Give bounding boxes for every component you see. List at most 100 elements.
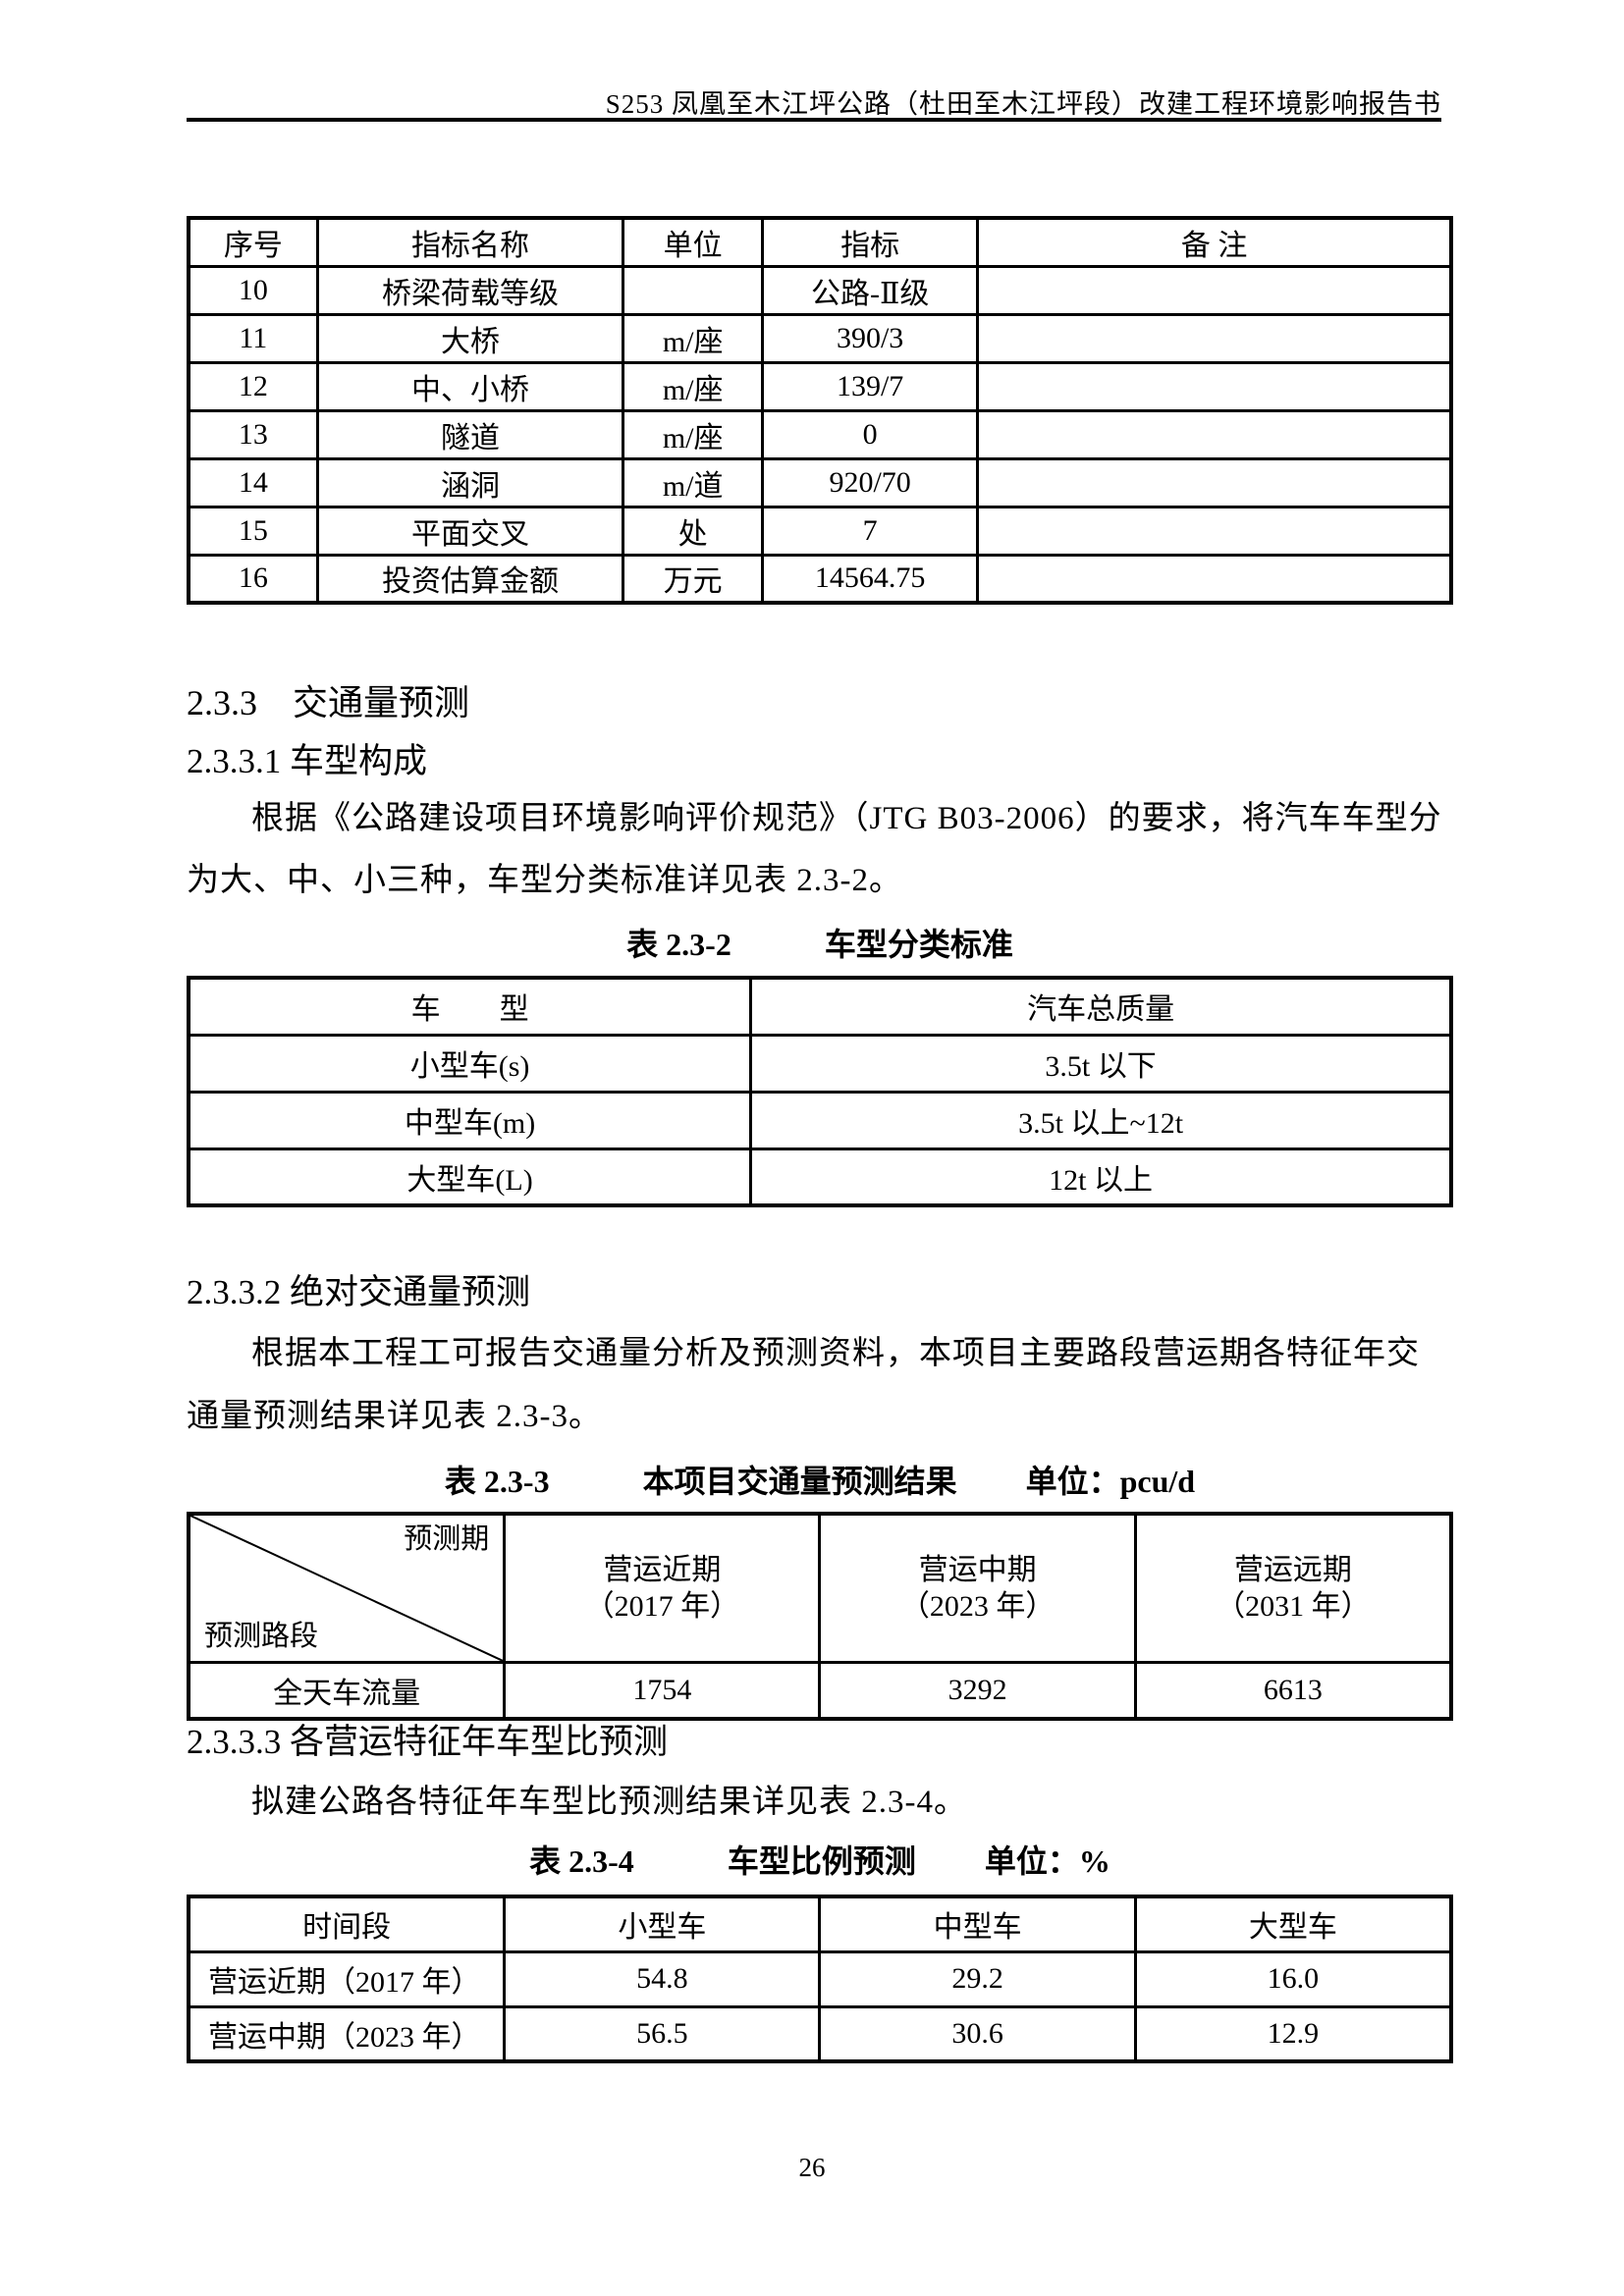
table-cell: 29.2 xyxy=(818,1949,1137,2008)
row-header: 营运中期（2023 年） xyxy=(187,2004,507,2063)
table-cell xyxy=(976,360,1453,412)
table-cell: 0 xyxy=(760,408,980,460)
section-heading-2333: 2.3.3.3 各营运特征年车型比预测 xyxy=(187,1723,669,1761)
table-cell: 公路-Ⅱ级 xyxy=(760,264,980,316)
table-cell: 54.8 xyxy=(503,1949,822,2008)
table-cell xyxy=(622,264,764,316)
table-cell xyxy=(976,505,1453,557)
table-cell: 12 xyxy=(187,360,319,412)
table-cell: 大型车(L) xyxy=(187,1147,753,1207)
vehicle-class-table: 车 型 汽车总质量 小型车(s) 3.5t 以下 中型车(m) 3.5t 以上~… xyxy=(187,976,1453,1207)
table-header-row: 预测期 预测路段 营运近期 （2017 年） 营运中期 （2023 年） 营运远… xyxy=(187,1512,1453,1664)
table-cell xyxy=(976,456,1453,508)
column-header: 指标名称 xyxy=(315,216,625,268)
diagonal-label-top: 预测期 xyxy=(404,1523,490,1555)
table-cell xyxy=(976,408,1453,460)
diagonal-line xyxy=(190,1516,503,1661)
table-cell: 6613 xyxy=(1133,1661,1453,1720)
table-cell xyxy=(976,312,1453,364)
table-cell: 3292 xyxy=(818,1661,1137,1720)
table-cell: 13 xyxy=(187,408,319,460)
table-row: 营运近期（2017 年） 54.8 29.2 16.0 xyxy=(187,1949,1453,2008)
section-heading-233: 2.3.3 交通量预测 xyxy=(187,683,470,722)
table-row: 12 中、小桥 m/座 139/7 xyxy=(187,360,1453,412)
table-cell: 16 xyxy=(187,553,319,605)
table-cell: 中型车(m) xyxy=(187,1090,753,1150)
section-heading-2331: 2.3.3.1 车型构成 xyxy=(187,742,428,780)
table-cell: 处 xyxy=(622,505,764,557)
paragraph-line: 拟建公路各特征年车型比预测结果详见表 2.3-4。 xyxy=(251,1785,967,1820)
table-cell: 3.5t 以下 xyxy=(749,1033,1453,1094)
column-header: 备 注 xyxy=(976,216,1453,268)
table-cell: 万元 xyxy=(622,553,764,605)
paragraph-line: 为大、中、小三种，车型分类标准详见表 2.3-2。 xyxy=(187,863,902,898)
table-cell: 7 xyxy=(760,505,980,557)
table-caption-title: 车型分类标准 xyxy=(824,927,1013,962)
table-row: 10 桥梁荷载等级 公路-Ⅱ级 xyxy=(187,264,1453,316)
column-header: 序号 xyxy=(187,216,319,268)
table-row: 小型车(s) 3.5t 以下 xyxy=(187,1033,1453,1094)
table-caption-title: 本项目交通量预测结果 xyxy=(642,1464,957,1499)
table-row: 中型车(m) 3.5t 以上~12t xyxy=(187,1090,1453,1150)
table-cell: 涵洞 xyxy=(315,456,625,508)
table-cell: 139/7 xyxy=(760,360,980,412)
table-header-row: 序号 指标名称 单位 指标 备 注 xyxy=(187,216,1453,268)
table-row: 15 平面交叉 处 7 xyxy=(187,505,1453,557)
table-row: 13 隧道 m/座 0 xyxy=(187,408,1453,460)
table-row: 全天车流量 1754 3292 6613 xyxy=(187,1661,1453,1720)
vehicle-ratio-table: 时间段 小型车 中型车 大型车 营运近期（2017 年） 54.8 29.2 1… xyxy=(187,1895,1453,2063)
table-header-row: 时间段 小型车 中型车 大型车 xyxy=(187,1895,1453,1953)
paragraph-line: 根据本工程工可报告交通量分析及预测资料，本项目主要路段营运期各特征年交 xyxy=(251,1336,1420,1371)
column-header: 指标 xyxy=(760,216,980,268)
table-cell: 56.5 xyxy=(503,2004,822,2063)
table-header-row: 车 型 汽车总质量 xyxy=(187,976,1453,1037)
table-caption-label: 表 2.3-2 xyxy=(626,927,731,962)
table-cell: 3.5t 以上~12t xyxy=(749,1090,1453,1150)
table-cell: m/座 xyxy=(622,312,764,364)
table-cell xyxy=(976,264,1453,316)
column-header: 车 型 xyxy=(187,976,753,1037)
table-cell: 1754 xyxy=(503,1661,822,1720)
table-cell: 大桥 xyxy=(315,312,625,364)
table-cell: 15 xyxy=(187,505,319,557)
table-row: 11 大桥 m/座 390/3 xyxy=(187,312,1453,364)
table-row: 营运中期（2023 年） 56.5 30.6 12.9 xyxy=(187,2004,1453,2063)
diagonal-label-bottom: 预测路段 xyxy=(204,1621,319,1652)
paragraph-line: 通量预测结果详见表 2.3-3。 xyxy=(187,1399,602,1434)
table-cell: 隧道 xyxy=(315,408,625,460)
paragraph-line: 根据《公路建设项目环境影响评价规范》（JTG B03-2006）的要求，将汽车车… xyxy=(251,801,1442,836)
table-cell xyxy=(976,553,1453,605)
header-rule xyxy=(187,118,1441,122)
table-caption: 表 2.3-2 车型分类标准 xyxy=(187,920,1453,965)
table-cell: 10 xyxy=(187,264,319,316)
column-header: 汽车总质量 xyxy=(749,976,1453,1037)
table-caption-unit: 单位：pcu/d xyxy=(1025,1464,1196,1499)
page-number: 26 xyxy=(798,2153,826,2182)
section-heading-2332: 2.3.3.2 绝对交通量预测 xyxy=(187,1273,531,1311)
table-caption-label: 表 2.3-4 xyxy=(529,1843,634,1879)
column-header: 中型车 xyxy=(818,1895,1137,1953)
table-cell: 16.0 xyxy=(1133,1949,1453,2008)
table-cell: 390/3 xyxy=(760,312,980,364)
table-caption-unit: 单位：% xyxy=(984,1843,1110,1879)
column-header: 营运远期 （2031 年） xyxy=(1133,1512,1453,1664)
column-header: 小型车 xyxy=(503,1895,822,1953)
traffic-forecast-table: 预测期 预测路段 营运近期 （2017 年） 营运中期 （2023 年） 营运远… xyxy=(187,1512,1453,1721)
column-header: 大型车 xyxy=(1133,1895,1453,1953)
table-cell: 12t 以上 xyxy=(749,1147,1453,1207)
column-header: 单位 xyxy=(622,216,764,268)
table-caption-label: 表 2.3-3 xyxy=(444,1464,550,1499)
table-row: 16 投资估算金额 万元 14564.75 xyxy=(187,553,1453,605)
indicator-table: 序号 指标名称 单位 指标 备 注 10 桥梁荷载等级 公路-Ⅱ级 11 大桥 … xyxy=(187,216,1453,605)
table-cell: 14 xyxy=(187,456,319,508)
column-header: 营运中期 （2023 年） xyxy=(818,1512,1137,1664)
page-header-title: S253 凤凰至木江坪公路（杜田至木江坪段）改建工程环境影响报告书 xyxy=(605,89,1441,119)
table-caption-title: 车型比例预测 xyxy=(727,1843,916,1879)
table-cell: 平面交叉 xyxy=(315,505,625,557)
table-cell: m/道 xyxy=(622,456,764,508)
diagonal-header-cell: 预测期 预测路段 xyxy=(187,1512,507,1664)
table-cell: 小型车(s) xyxy=(187,1033,753,1094)
column-header: 营运近期 （2017 年） xyxy=(503,1512,822,1664)
table-cell: 中、小桥 xyxy=(315,360,625,412)
